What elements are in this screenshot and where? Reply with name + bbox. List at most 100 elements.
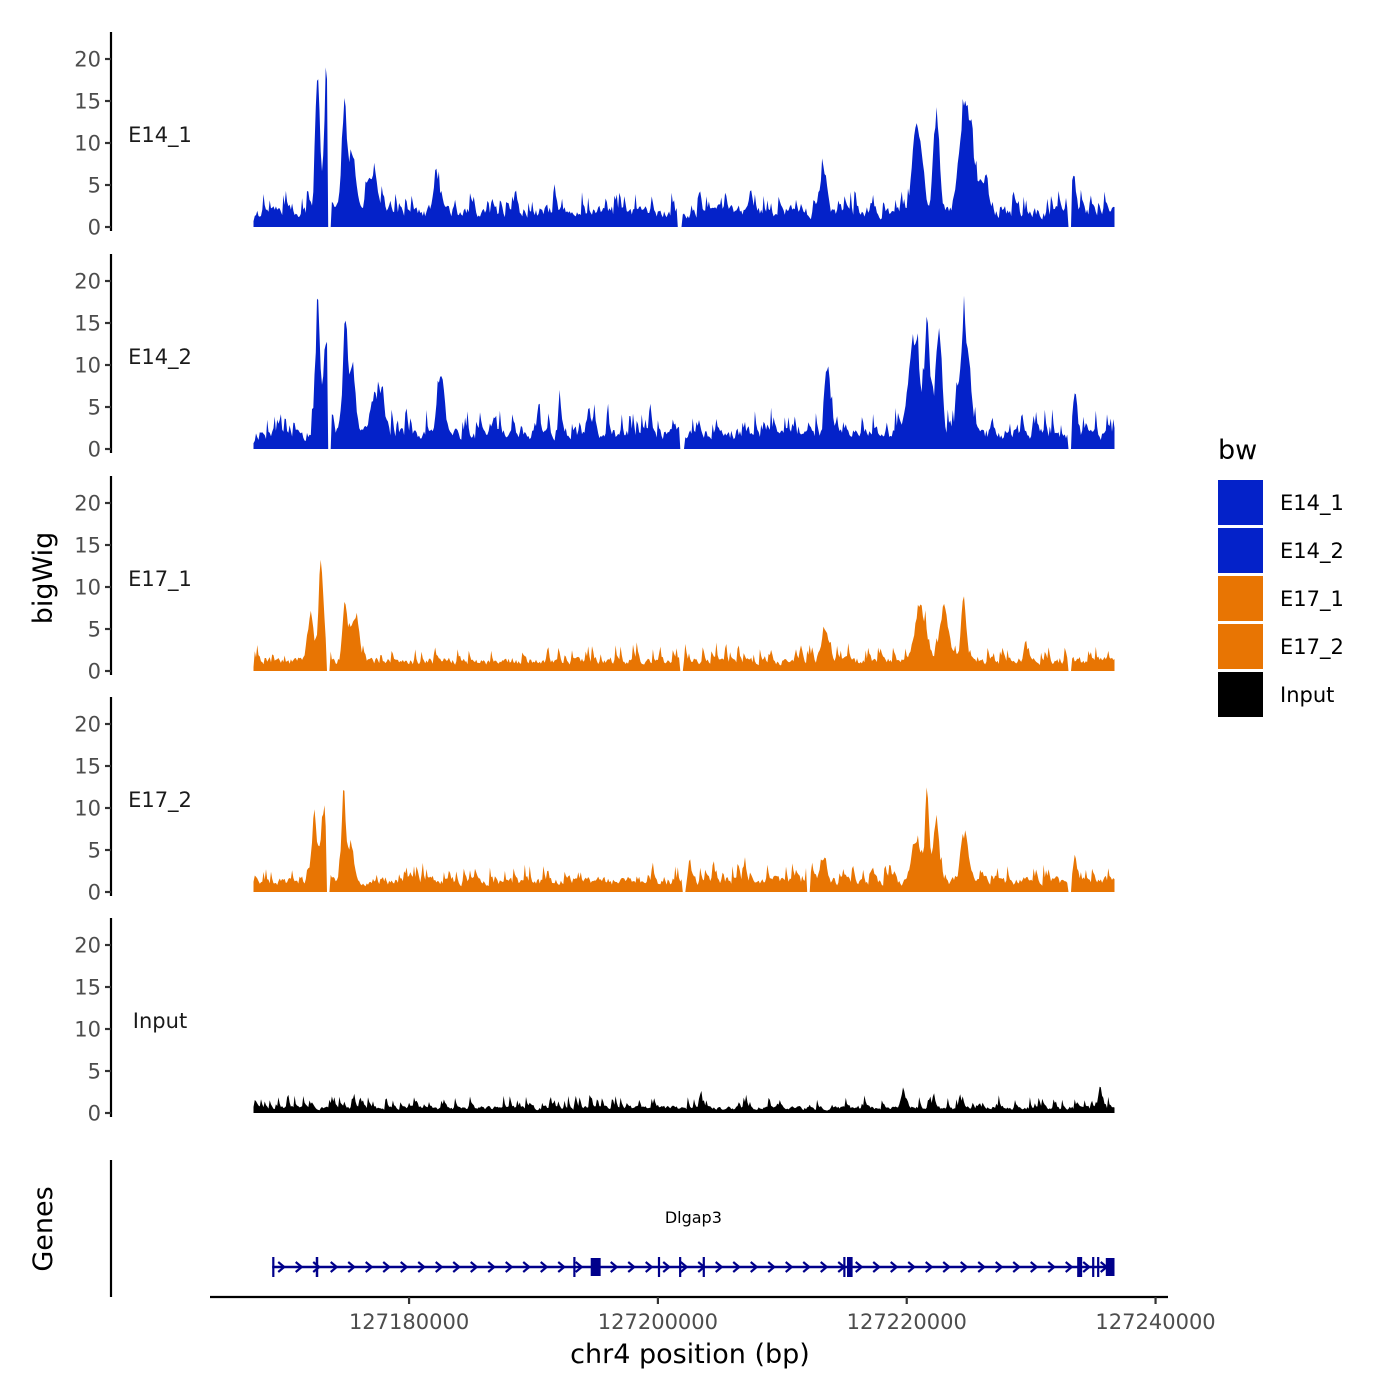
strand-arrow (715, 1261, 724, 1273)
track-label: E17_2 (128, 788, 192, 813)
track-label: E14_2 (128, 345, 192, 370)
strand-arrow (487, 1261, 496, 1273)
strand-arrow (1082, 1261, 1091, 1273)
panel-input: 0 5 10 15 20 Input (74, 918, 1115, 1126)
strand-arrow (382, 1261, 391, 1273)
y-tick-label: 5 (88, 174, 101, 198)
strand-arrow (732, 1261, 741, 1273)
strand-arrow (890, 1261, 899, 1273)
strand-arrow (347, 1261, 356, 1273)
y-tick-label: 0 (88, 660, 101, 684)
strand-arrow (925, 1261, 934, 1273)
legend-swatch (1218, 576, 1263, 621)
strand-arrow (820, 1261, 829, 1273)
strand-arrow (400, 1261, 409, 1273)
y-tick-label: 15 (74, 90, 101, 114)
x-axis: 127180000 127200000 127220000 127240000 (210, 1295, 1216, 1334)
x-tick-label: 127220000 (847, 1310, 967, 1334)
gene-exon (590, 1258, 601, 1276)
strand-arrow (470, 1261, 479, 1273)
genes-panel: Dlgap3 (109, 1160, 1115, 1297)
strand-arrow (872, 1261, 881, 1273)
y-tick-label: 15 (74, 976, 101, 1000)
coverage-panels: 05101520E14_105101520E14_205101520E17_10… (74, 32, 1115, 1126)
y-tick-label: 10 (74, 132, 101, 156)
y-axis-title: bigWig (28, 532, 59, 625)
strand-arrow (365, 1261, 374, 1273)
strand-arrow (680, 1261, 689, 1273)
strand-arrow (575, 1261, 584, 1273)
coverage-area (253, 787, 1115, 892)
legend-swatch (1218, 672, 1263, 717)
gene-exon (843, 1257, 846, 1277)
y-tick-label: 20 (74, 934, 101, 958)
gene-exon (847, 1257, 853, 1277)
strand-arrow (505, 1261, 514, 1273)
panel-e14-1: 0 5 10 15 20 E14_1 (74, 32, 1115, 240)
y-tick-label: 10 (74, 797, 101, 821)
strand-arrow (627, 1261, 636, 1273)
legend-label: E17_1 (1280, 587, 1344, 612)
gene-exon (1097, 1257, 1100, 1277)
strand-arrow (785, 1261, 794, 1273)
legend-swatch (1218, 528, 1263, 573)
gene-exon (702, 1257, 705, 1277)
coverage-area (253, 67, 1115, 228)
strand-arrow (312, 1261, 321, 1273)
panel-e17-2: 0 5 10 15 20 E17_2 (74, 697, 1115, 905)
strand-arrow (802, 1261, 811, 1273)
genes-axis-title: Genes (28, 1186, 59, 1271)
legend: bw E14_1 E14_2 E17_1 E17_2 Input (1218, 435, 1344, 717)
gene-exon (1105, 1258, 1115, 1276)
legend-swatch (1218, 480, 1263, 525)
y-tick-label: 0 (88, 216, 101, 240)
gene-exon (1092, 1257, 1095, 1277)
y-tick-label: 20 (74, 713, 101, 737)
y-tick-label: 0 (88, 1102, 101, 1126)
gene-exon (679, 1257, 682, 1277)
strand-arrow (662, 1261, 671, 1273)
y-tick-label: 0 (88, 881, 101, 905)
strand-arrow (295, 1261, 304, 1273)
coverage-area (253, 295, 1115, 449)
strand-arrow (907, 1261, 916, 1273)
legend-label: E14_2 (1280, 539, 1344, 564)
y-tick-label: 15 (74, 755, 101, 779)
track-label: Input (133, 1009, 187, 1033)
strand-arrow (277, 1261, 286, 1273)
strand-arrow (610, 1261, 619, 1273)
gene-exon (657, 1257, 661, 1277)
strand-arrow (557, 1261, 566, 1273)
gene-exon (1077, 1257, 1083, 1277)
strand-arrow (1030, 1261, 1039, 1273)
strand-arrow (330, 1261, 339, 1273)
gene-exon (272, 1257, 275, 1277)
y-tick-label: 0 (88, 438, 101, 462)
strand-arrow (960, 1261, 969, 1273)
coverage-area (253, 1086, 1115, 1113)
x-tick-label: 127180000 (349, 1310, 469, 1334)
y-tick-label: 10 (74, 354, 101, 378)
y-tick-label: 5 (88, 839, 101, 863)
x-axis-title: chr4 position (bp) (570, 1339, 810, 1370)
strand-arrow (1065, 1261, 1074, 1273)
strand-arrow (417, 1261, 426, 1273)
legend-title: bw (1218, 435, 1257, 466)
strand-arrow (1047, 1261, 1056, 1273)
strand-arrow (977, 1261, 986, 1273)
legend-label: E14_1 (1280, 491, 1344, 516)
strand-arrow (767, 1261, 776, 1273)
legend-swatch (1218, 624, 1263, 669)
y-tick-label: 15 (74, 312, 101, 336)
strand-arrow (522, 1261, 531, 1273)
panel-e17-1: 0 5 10 15 20 E17_1 (74, 476, 1115, 684)
x-tick-label: 127240000 (1095, 1310, 1215, 1334)
y-tick-label: 15 (74, 534, 101, 558)
strand-arrow (995, 1261, 1004, 1273)
y-tick-label: 5 (88, 396, 101, 420)
y-tick-label: 5 (88, 618, 101, 642)
coverage-area (253, 559, 1115, 671)
strand-arrow (540, 1261, 549, 1273)
legend-label: E17_2 (1280, 635, 1344, 660)
track-label: E17_1 (128, 567, 192, 592)
